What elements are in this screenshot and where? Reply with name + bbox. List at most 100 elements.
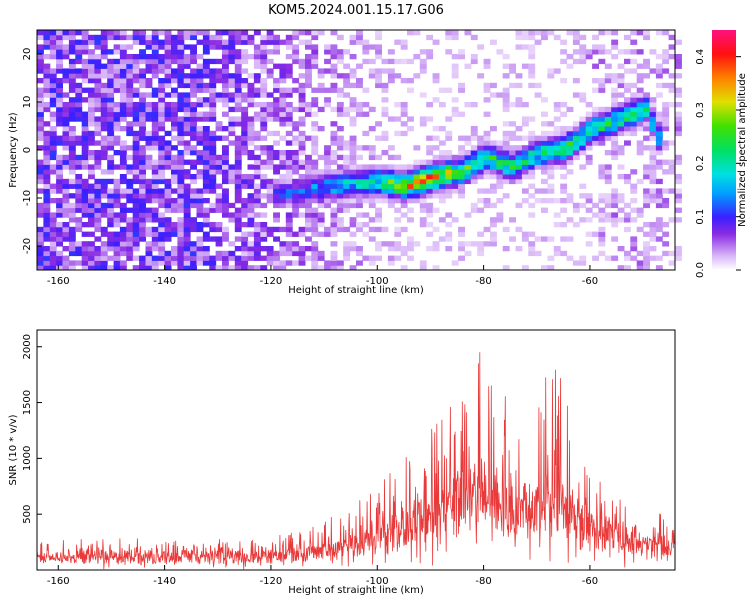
heatmap-cell bbox=[675, 87, 682, 93]
heatmap-cell bbox=[62, 34, 70, 41]
heatmap-cell bbox=[75, 159, 83, 165]
heatmap-cell bbox=[611, 92, 619, 98]
heatmap-cell bbox=[183, 255, 191, 261]
heatmap-cell bbox=[241, 198, 249, 204]
heatmap-cell bbox=[177, 193, 185, 199]
heatmap-cell bbox=[183, 145, 191, 151]
heatmap-cell bbox=[49, 265, 57, 271]
heatmap-cell bbox=[330, 54, 338, 60]
heatmap-cell bbox=[566, 217, 574, 223]
heatmap-cell bbox=[579, 140, 587, 146]
heatmap-cell bbox=[177, 73, 185, 79]
heatmap-cell bbox=[183, 92, 191, 98]
heatmap-cell bbox=[387, 246, 395, 252]
heatmap-cell bbox=[636, 260, 644, 266]
heatmap-cell bbox=[49, 226, 57, 233]
heatmap-cell bbox=[190, 130, 197, 137]
heatmap-cell bbox=[375, 135, 382, 141]
heatmap-cell bbox=[253, 58, 261, 65]
heatmap-cell bbox=[585, 145, 593, 151]
heatmap-cell bbox=[260, 49, 268, 55]
heatmap-cell bbox=[585, 217, 593, 223]
heatmap-cell bbox=[572, 150, 580, 156]
heatmap-cell bbox=[675, 121, 682, 127]
heatmap-cell bbox=[56, 68, 63, 74]
heatmap-cell bbox=[387, 241, 395, 247]
heatmap-cell bbox=[419, 121, 427, 127]
heatmap-cell bbox=[164, 58, 172, 65]
heatmap-cell bbox=[247, 73, 255, 79]
heatmap-cell bbox=[279, 226, 287, 233]
heatmap-cell bbox=[534, 154, 542, 161]
heatmap-cell bbox=[368, 260, 376, 266]
colorbar-tick-label: 0.3 bbox=[695, 102, 706, 118]
heatmap-cell bbox=[139, 82, 146, 89]
heatmap-cell bbox=[37, 116, 44, 122]
heatmap-cell bbox=[336, 111, 344, 117]
heatmap-cell bbox=[183, 130, 191, 137]
heatmap-cell bbox=[413, 188, 421, 194]
heatmap-cell bbox=[655, 255, 663, 261]
heatmap-cell bbox=[183, 121, 191, 127]
heatmap-cell bbox=[496, 140, 504, 146]
heatmap-cell bbox=[190, 198, 197, 204]
heatmap-cell bbox=[37, 63, 44, 69]
heatmap-cell bbox=[426, 246, 434, 252]
heatmap-cell bbox=[649, 121, 657, 127]
heatmap-cell bbox=[643, 250, 650, 257]
heatmap-cell bbox=[502, 159, 510, 165]
heatmap-cell bbox=[451, 169, 459, 175]
heatmap-cell bbox=[407, 178, 414, 185]
heatmap-cell bbox=[202, 159, 210, 165]
heatmap-cell bbox=[139, 39, 146, 45]
heatmap-cell bbox=[400, 106, 408, 113]
heatmap-cell bbox=[477, 250, 485, 257]
heatmap-cell bbox=[394, 130, 402, 137]
heatmap-cell bbox=[273, 39, 280, 45]
heatmap-cell bbox=[132, 54, 140, 60]
heatmap-cell bbox=[464, 150, 472, 156]
heatmap-cell bbox=[62, 222, 70, 228]
heatmap-cell bbox=[381, 169, 389, 175]
heatmap-cell bbox=[75, 188, 83, 194]
heatmap-cell bbox=[668, 217, 676, 223]
heatmap-cell bbox=[126, 145, 134, 151]
snr-x-tick-label: -60 bbox=[582, 576, 598, 587]
heatmap-cell bbox=[305, 198, 312, 204]
heatmap-cell bbox=[62, 164, 70, 170]
heatmap-cell bbox=[643, 222, 650, 228]
heatmap-cell bbox=[139, 102, 146, 108]
heatmap-cell bbox=[349, 178, 357, 185]
heatmap-cell bbox=[139, 116, 146, 122]
heatmap-cell bbox=[209, 222, 217, 228]
heatmap-cell bbox=[215, 154, 223, 161]
heatmap-cell bbox=[37, 78, 44, 84]
heatmap-cell bbox=[113, 116, 121, 122]
heatmap-cell bbox=[190, 111, 197, 117]
heatmap-cell bbox=[37, 68, 44, 74]
heatmap-cell bbox=[222, 154, 229, 161]
heatmap-cell bbox=[266, 130, 274, 137]
heatmap-cell bbox=[598, 241, 606, 247]
heatmap-cell bbox=[119, 102, 127, 108]
heatmap-cell bbox=[209, 236, 217, 242]
heatmap-cell bbox=[273, 202, 280, 209]
heatmap-cell bbox=[636, 87, 644, 93]
heatmap-cell bbox=[394, 58, 402, 65]
heatmap-cell bbox=[253, 159, 261, 165]
heatmap-cell bbox=[88, 34, 95, 41]
heatmap-cell bbox=[541, 140, 548, 146]
heatmap-cell bbox=[285, 34, 293, 41]
heatmap-cell bbox=[630, 241, 638, 247]
heatmap-cell bbox=[88, 265, 95, 271]
heatmap-cell bbox=[451, 97, 459, 103]
heatmap-cell bbox=[94, 97, 102, 103]
heatmap-cell bbox=[222, 44, 229, 50]
heatmap-cell bbox=[190, 265, 197, 271]
heatmap-cell bbox=[630, 217, 638, 223]
heatmap-cell bbox=[458, 135, 465, 141]
heatmap-cell bbox=[292, 202, 300, 209]
heatmap-cell bbox=[311, 150, 319, 156]
heatmap-cell bbox=[311, 198, 319, 204]
heatmap-cell bbox=[534, 150, 542, 156]
